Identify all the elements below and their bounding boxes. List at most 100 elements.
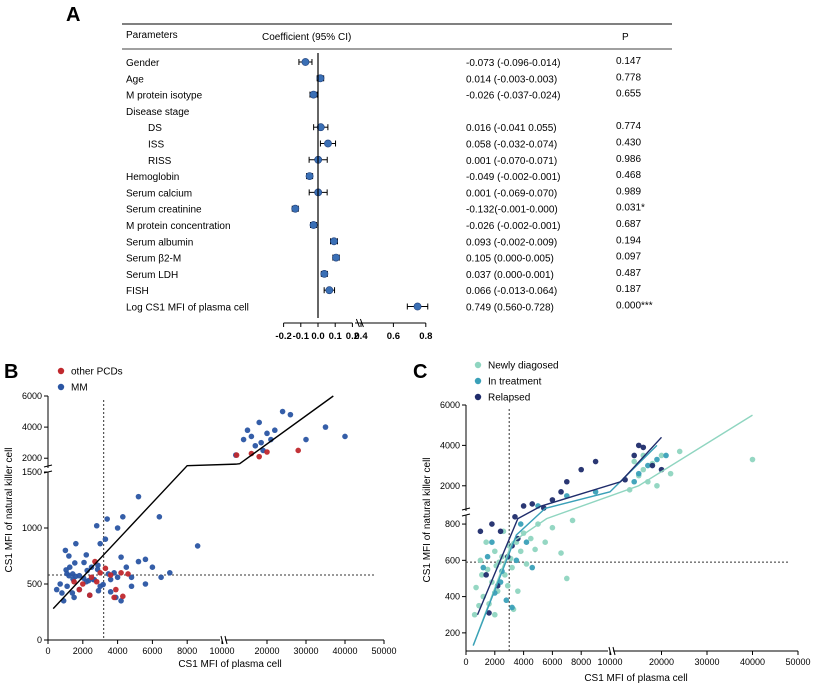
forest-x-tick-label: 0.6 — [387, 331, 400, 342]
forest-point — [324, 139, 332, 148]
forest-row-p: 0.687 — [616, 219, 641, 230]
data-point — [471, 611, 478, 618]
y-axis-break-1 — [461, 513, 471, 517]
panel-b-plot: 0 2000 4000 6000 8000 10000 20000 30000 40000 500… — [22, 391, 397, 656]
data-point — [93, 522, 100, 529]
x-tick-label: 6000 — [542, 657, 562, 667]
data-point — [645, 462, 651, 469]
data-point — [114, 574, 121, 581]
x-tick-label: 50000 — [371, 646, 396, 656]
forest-point — [301, 58, 310, 66]
data-point — [523, 561, 530, 567]
data-point — [497, 528, 504, 535]
forest-row-label: Serum calcium — [126, 188, 192, 199]
data-point — [71, 594, 77, 601]
data-point — [484, 566, 491, 573]
data-point — [322, 424, 329, 430]
forest-point — [325, 286, 334, 295]
data-point — [69, 590, 76, 596]
x-tick-label: 8000 — [571, 657, 591, 667]
legend-label: In treatment — [488, 377, 542, 388]
data-point — [59, 590, 65, 596]
data-point — [540, 505, 547, 511]
forest-row-p: 0.986 — [616, 154, 641, 165]
data-point — [53, 586, 60, 593]
data-point — [113, 586, 119, 593]
panel-label-b: B — [4, 361, 18, 383]
data-point — [102, 565, 109, 572]
data-point — [57, 581, 63, 587]
data-point — [73, 540, 79, 547]
data-point — [64, 583, 70, 590]
data-point — [167, 570, 173, 576]
forest-x-tick-label: 0.1 — [329, 331, 343, 342]
data-point — [128, 574, 135, 581]
fit-line — [472, 414, 753, 646]
forest-row-p: 0.187 — [616, 284, 641, 295]
forest-row-ci: -0.026 (-0.037-0.024) — [466, 91, 561, 102]
forest-row-p: 0.097 — [616, 252, 641, 263]
forest-row-p: 0.989 — [616, 186, 641, 197]
panel-c-legend: Newly diagosed In treatment Relapsed — [474, 361, 559, 404]
y-axis-break-2 — [461, 507, 471, 511]
data-point — [484, 553, 491, 560]
data-point — [97, 583, 103, 590]
forest-point — [305, 172, 314, 180]
data-point — [104, 516, 110, 522]
y-axis-break-2 — [43, 464, 53, 468]
data-point — [492, 548, 498, 555]
forest-row-label: Age — [126, 74, 144, 85]
forest-x-axis: -0.2 -0.1 0.0 0.1 0.20.4 0.6 0.8 — [275, 318, 432, 342]
forest-x-tick-label: 0.8 — [419, 331, 432, 342]
forest-row-label: Serum albumin — [126, 237, 193, 248]
data-point — [654, 456, 660, 463]
forest-point — [320, 269, 329, 278]
data-point — [97, 540, 103, 547]
data-point — [635, 442, 642, 449]
x-axis-break-2 — [612, 646, 616, 656]
x-tick-label: 8000 — [177, 646, 197, 656]
forest-point — [309, 90, 318, 99]
data-point — [558, 489, 564, 495]
y-tick-label: 1500 — [22, 467, 42, 477]
x-tick-label: 0 — [463, 657, 468, 667]
data-point — [86, 592, 93, 598]
panel-label-c: C — [413, 361, 427, 383]
data-point — [483, 539, 489, 545]
data-point — [120, 593, 126, 600]
data-point — [492, 611, 498, 618]
forest-row-ci: 0.066 (-0.013-0.064) — [466, 286, 557, 297]
data-point — [631, 478, 637, 485]
data-point — [542, 539, 548, 545]
data-point — [342, 433, 348, 440]
forest-point — [291, 204, 300, 213]
forest-row-ci: -0.073 (-0.096-0.014) — [466, 58, 561, 69]
forest-row-ci: -0.026 (-0.002-0.001) — [466, 221, 561, 232]
y-tick-label: 4000 — [22, 422, 42, 432]
data-point — [477, 528, 484, 535]
x-tick-label: 0 — [45, 646, 50, 656]
legend-marker — [57, 367, 65, 375]
forest-point — [316, 74, 325, 83]
forest-x-tick-label: 0.0 — [311, 331, 324, 342]
data-point — [549, 497, 556, 503]
forest-row-p: 0.774 — [616, 121, 641, 132]
y-tick-label: 800 — [445, 519, 460, 529]
header-p: P — [622, 32, 629, 43]
data-point — [529, 564, 536, 571]
data-point — [509, 604, 515, 611]
forest-row-ci: 0.749 (0.560-0.728) — [466, 303, 554, 314]
data-point — [76, 586, 83, 593]
x-tick-label: 4000 — [108, 646, 128, 656]
data-point — [477, 557, 484, 564]
data-point — [248, 433, 255, 440]
data-point — [244, 427, 251, 434]
forest-axis-break-2 — [359, 318, 364, 328]
forest-row-label: Serum LDH — [126, 270, 178, 281]
x-tick-label: 30000 — [694, 657, 719, 667]
x-tick-label: 50000 — [785, 657, 810, 667]
forest-row-label: Serum creatinine — [126, 205, 202, 216]
forest-row-p: 0.031* — [616, 203, 645, 214]
